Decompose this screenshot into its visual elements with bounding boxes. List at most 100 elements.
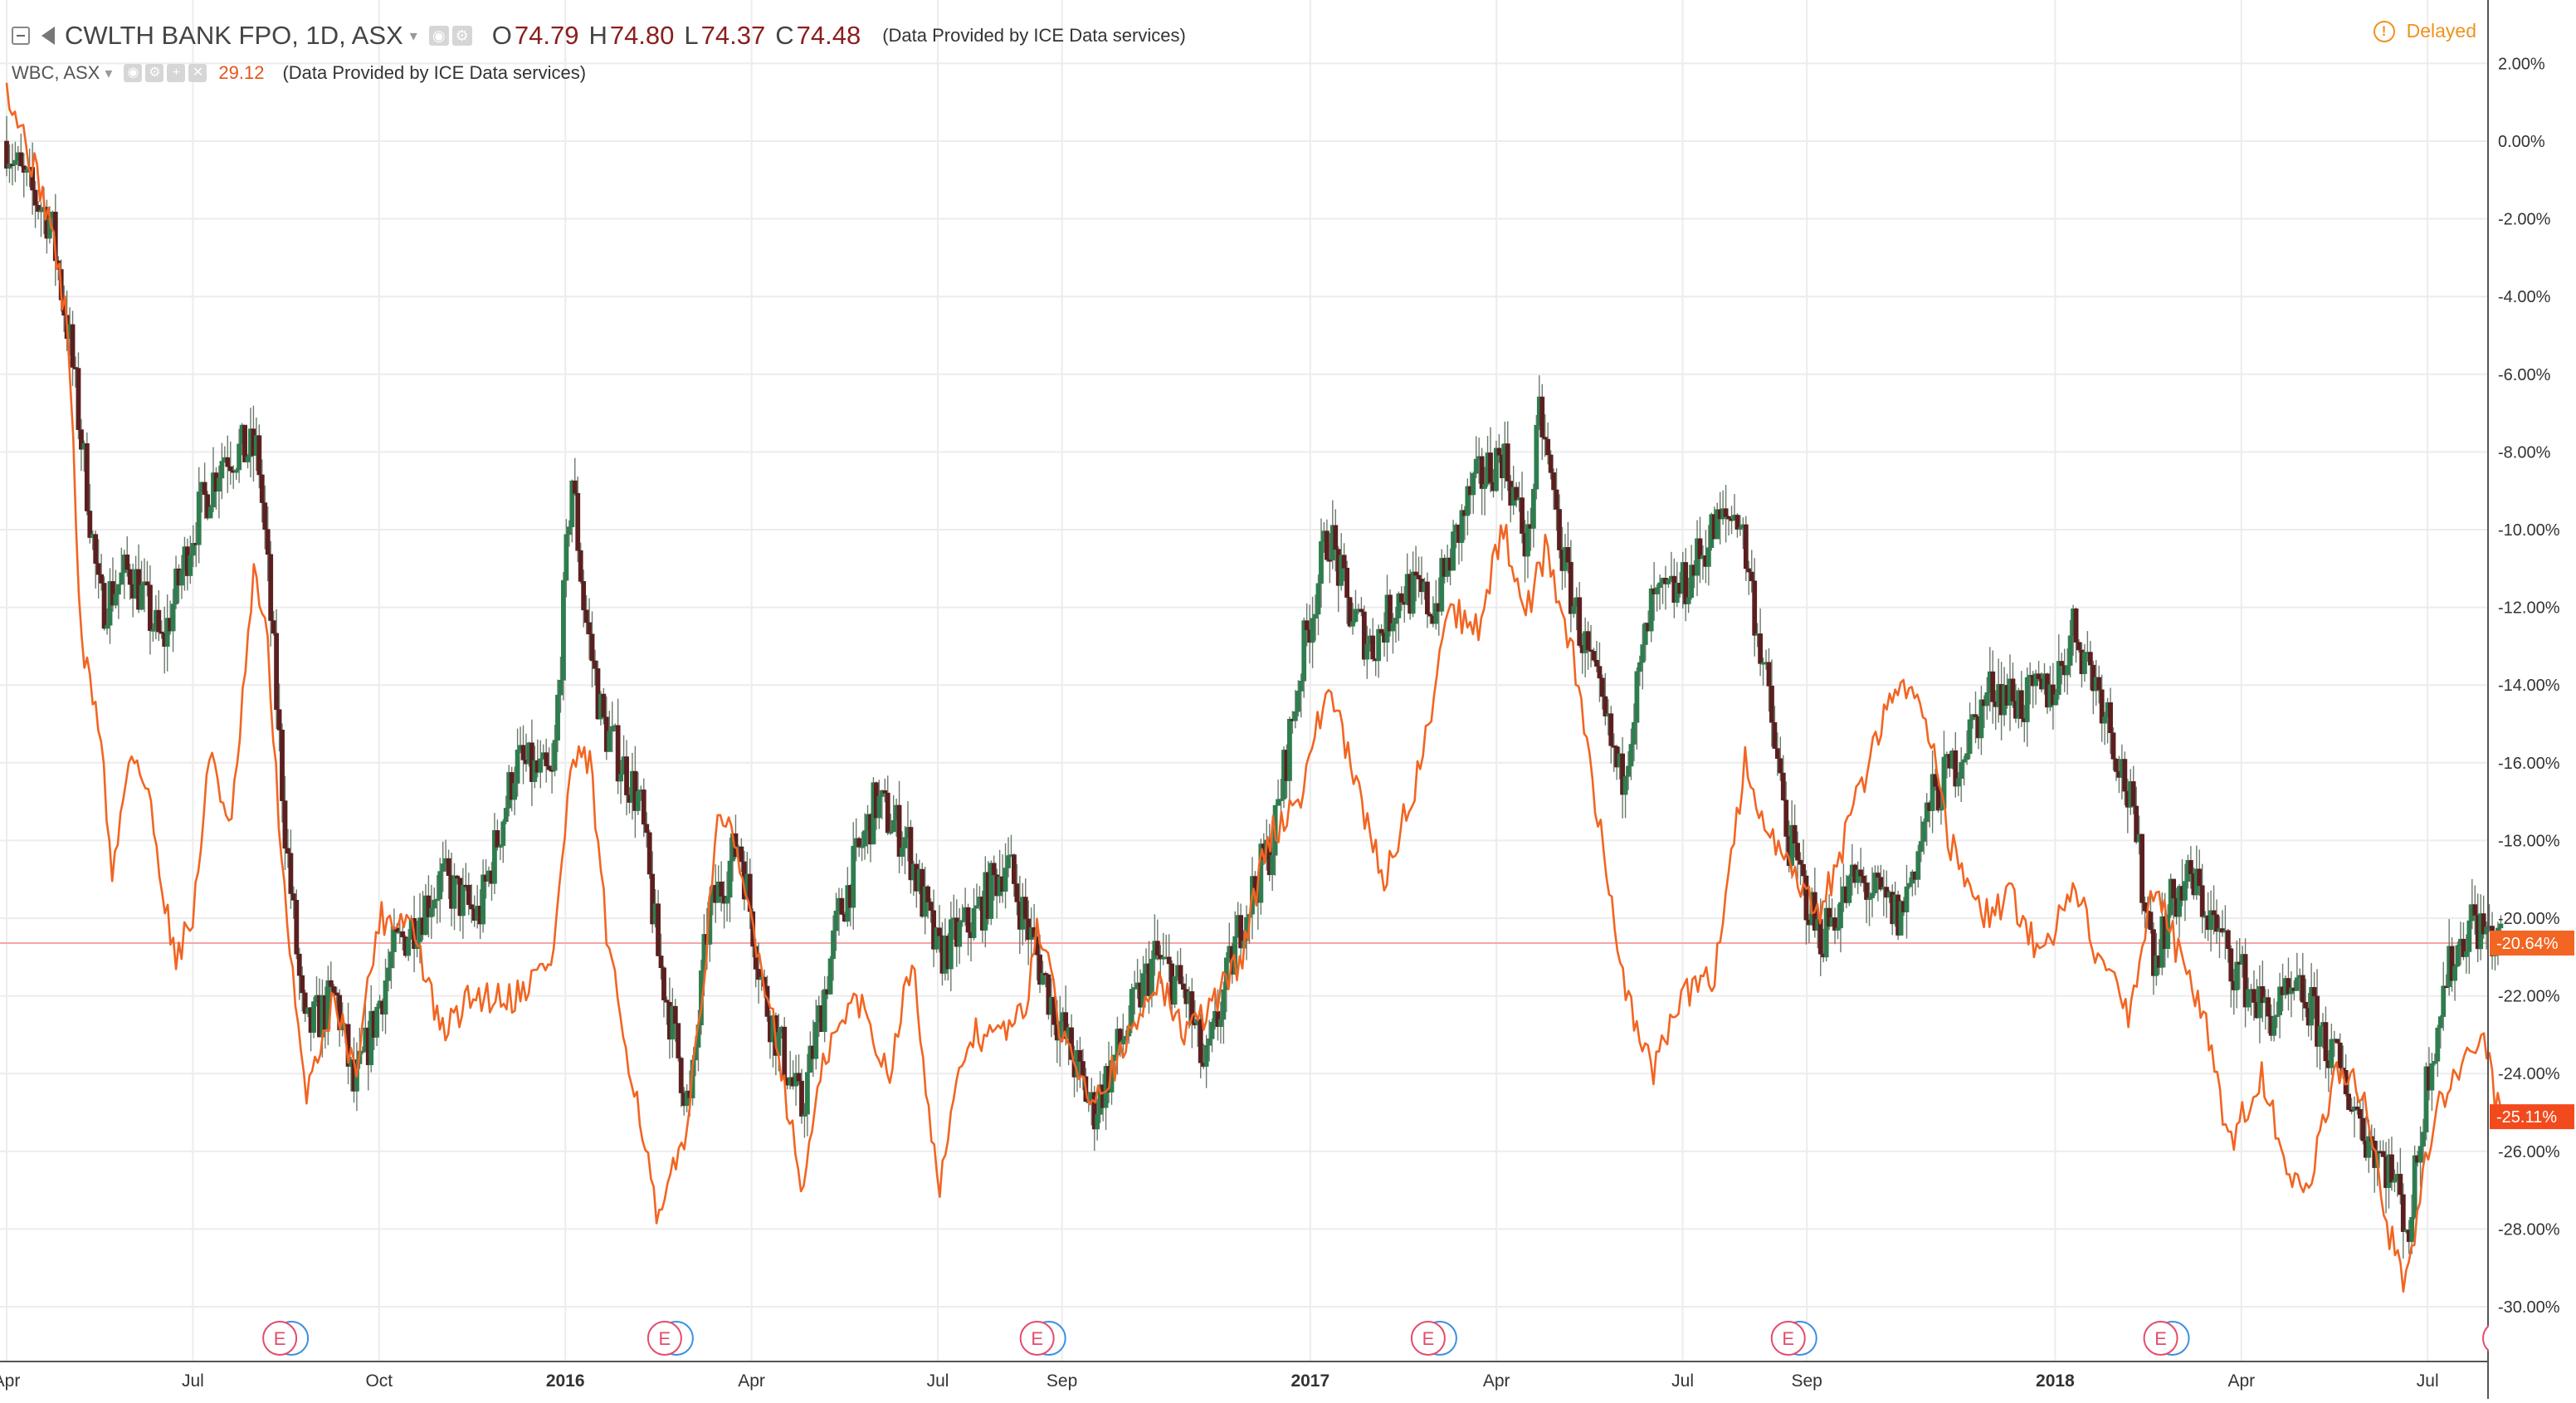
candle-body <box>2498 923 2504 929</box>
candle-body <box>1496 447 1502 456</box>
candle-body <box>2188 860 2193 874</box>
candle-body <box>948 919 954 970</box>
candle-body <box>862 830 867 847</box>
delayed-status[interactable]: ! Delayed <box>2373 20 2476 42</box>
candle-body <box>1459 510 1465 543</box>
close-icon[interactable]: ✕ <box>188 64 207 82</box>
candle-body <box>515 750 520 784</box>
gear-icon[interactable]: ⚙ <box>145 64 164 82</box>
chevron-down-icon[interactable]: ▾ <box>105 64 113 81</box>
candle-body <box>2096 677 2102 691</box>
candle-body <box>1129 989 1134 1027</box>
gear-icon[interactable]: ⚙ <box>451 26 472 46</box>
main-series-legend[interactable]: CWLTH BANK FPO, 1D, ASX ▾ ◉ ⚙ O 74.79 H 74… <box>12 17 1186 55</box>
candle-body <box>1353 609 1359 622</box>
candle-body <box>290 893 296 901</box>
exclamation-circle-icon: ! <box>2373 20 2395 42</box>
candle-body <box>959 920 965 922</box>
candle-body <box>1378 628 1384 633</box>
time-axis[interactable]: Apr Jul Oct 2016 Apr Jul Sep 2017 Apr Jul Sep 2018 A… <box>0 1361 2488 1391</box>
candle-body <box>1858 869 1864 877</box>
collapse-icon[interactable] <box>12 27 30 45</box>
candle-body <box>1398 593 1404 603</box>
candle-body <box>170 604 176 632</box>
candle-body <box>276 709 282 731</box>
earnings-marker[interactable]: E <box>1770 1321 1817 1356</box>
candle-body <box>1642 623 1648 645</box>
candle-body <box>113 594 119 606</box>
earnings-marker[interactable]: E <box>646 1321 694 1356</box>
candle-body <box>18 152 24 166</box>
candle-body <box>2412 1155 2417 1218</box>
candle-body <box>831 930 836 960</box>
candle-body <box>1203 1044 1209 1067</box>
candle-body <box>1479 456 1485 489</box>
price-tick-label: -2.00% <box>2498 211 2551 229</box>
candle-body <box>1396 593 1402 618</box>
price-tick-label: -10.00% <box>2498 521 2560 540</box>
candle-body <box>1734 515 1740 530</box>
candle-body <box>242 424 247 462</box>
data-credit: (Data Provided by ICE Data services) <box>882 25 1186 46</box>
earnings-marker[interactable]: E <box>262 1321 310 1356</box>
candle-body <box>2225 930 2231 950</box>
candle-body <box>1189 991 1195 1024</box>
candle-body <box>1388 594 1393 632</box>
candle-body <box>1324 530 1329 560</box>
candle-body <box>2409 1216 2415 1242</box>
flag-icon[interactable] <box>41 27 55 45</box>
candle-body <box>839 897 845 915</box>
candle-body <box>21 165 27 173</box>
candle-body <box>265 529 271 555</box>
candle-body <box>851 845 856 908</box>
price-axis[interactable]: 2.00% 0.00% -2.00% -4.00% -6.00% -8.00% -10.00… <box>2487 0 2574 1399</box>
earnings-marker-circle <box>1410 1321 1446 1356</box>
eye-icon[interactable]: ◉ <box>124 64 143 82</box>
candle-body <box>150 629 156 632</box>
earnings-marker[interactable]: E <box>1410 1321 1457 1356</box>
candle-body <box>1723 508 1729 517</box>
candle-body <box>2082 652 2087 674</box>
candle-body <box>1654 587 1660 594</box>
candle-body <box>991 863 997 876</box>
compare-series-legend[interactable]: WBC, ASX ▾ ◉ ⚙ + ✕ 29.12 (Data Provided … <box>12 58 586 88</box>
candle-body <box>859 845 865 848</box>
candle-body <box>572 480 578 494</box>
candle-body <box>1473 458 1479 474</box>
candle-body <box>2134 805 2139 843</box>
candle-body <box>4 140 9 169</box>
candle-body <box>1789 824 1795 866</box>
candle-body <box>105 624 110 629</box>
candle-body <box>1964 753 1970 760</box>
candle-body <box>2455 945 2461 967</box>
candle-body <box>2053 694 2059 706</box>
symbol-title[interactable]: CWLTH BANK FPO, 1D, ASX <box>65 21 403 50</box>
earnings-marker[interactable]: E <box>1019 1321 1066 1356</box>
candle-body <box>1006 855 1011 868</box>
candle-body <box>1198 1019 1203 1063</box>
eye-icon[interactable]: ◉ <box>428 26 449 46</box>
chevron-down-icon[interactable]: ▾ <box>409 27 417 44</box>
candle-body <box>512 783 518 800</box>
last-value-badge[interactable]: -20.64% <box>2490 930 2574 956</box>
earnings-marker-label: E <box>2154 1328 2167 1349</box>
compare-symbol[interactable]: WBC, ASX <box>12 62 100 83</box>
candle-body <box>148 584 153 631</box>
candle-body <box>1482 484 1488 489</box>
candle-body <box>561 579 566 681</box>
candle-body <box>1600 677 1605 697</box>
candle-body <box>2108 702 2113 733</box>
candle-body <box>7 164 12 169</box>
candle-body <box>624 756 629 795</box>
candle-body <box>190 543 196 556</box>
last-value-badge[interactable]: -25.11% <box>2490 1104 2574 1130</box>
candle-body <box>1534 424 1539 490</box>
candle-body <box>1585 631 1591 651</box>
candle-body <box>1494 447 1499 491</box>
event-markers[interactable]: EEEEEEE <box>262 1320 2576 1361</box>
earnings-marker[interactable]: E <box>2143 1321 2190 1356</box>
plus-icon[interactable]: + <box>167 64 186 82</box>
